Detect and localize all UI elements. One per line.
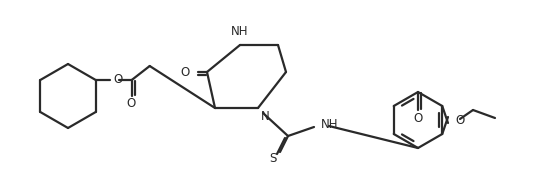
- Text: O: O: [413, 112, 423, 125]
- Text: NH: NH: [321, 118, 339, 130]
- Text: NH: NH: [232, 25, 249, 38]
- Text: S: S: [269, 153, 277, 166]
- Text: O: O: [114, 74, 123, 87]
- Text: N: N: [261, 110, 270, 123]
- Text: O: O: [126, 98, 135, 111]
- Text: O: O: [455, 114, 464, 126]
- Text: O: O: [181, 67, 190, 80]
